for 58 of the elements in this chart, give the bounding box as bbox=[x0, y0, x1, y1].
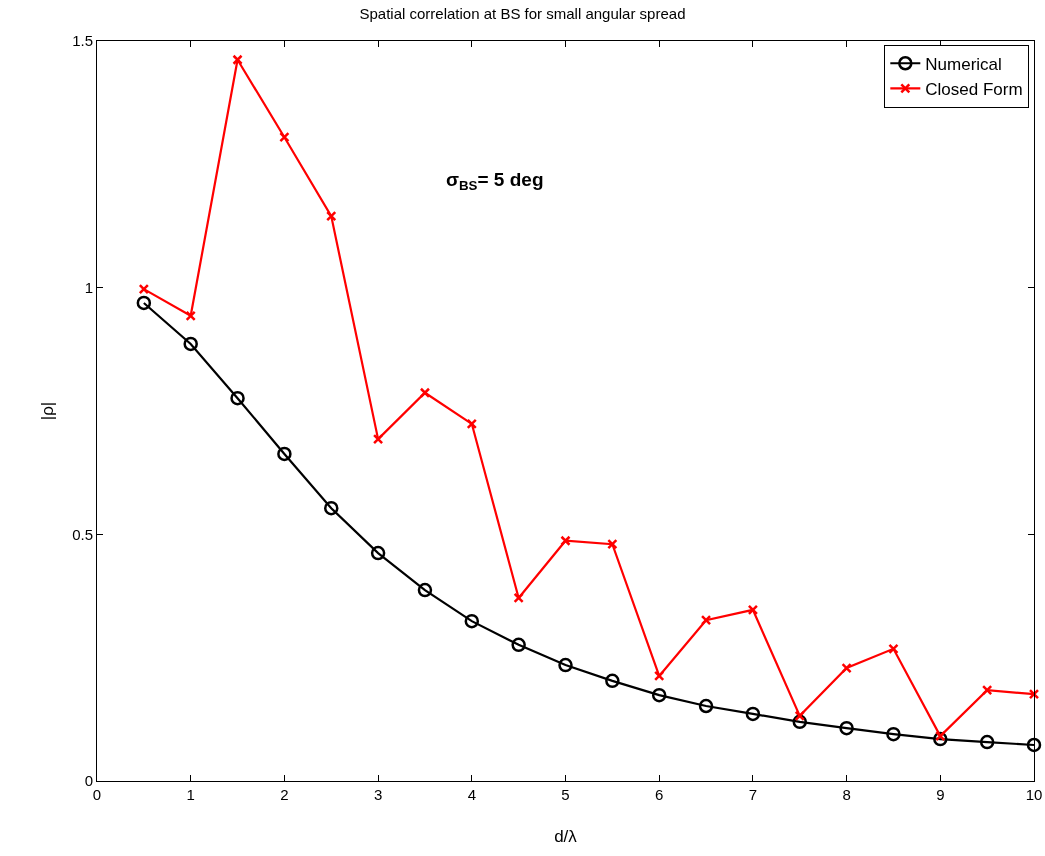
point bbox=[185, 310, 196, 322]
point bbox=[886, 726, 901, 742]
y-tick-label: 1 bbox=[84, 278, 93, 296]
point bbox=[230, 390, 245, 406]
x-tick-label: 2 bbox=[280, 786, 289, 803]
legend-label: Numerical bbox=[925, 54, 1002, 74]
legend-label: Closed Form bbox=[925, 79, 1023, 99]
point bbox=[466, 418, 478, 430]
point bbox=[370, 545, 386, 561]
point bbox=[417, 582, 433, 598]
point bbox=[981, 684, 993, 696]
annotation: σ$_{BS}$= 5 deg bbox=[446, 169, 544, 193]
point bbox=[888, 643, 899, 655]
point bbox=[277, 446, 292, 462]
point bbox=[745, 706, 761, 722]
point bbox=[979, 734, 995, 750]
point bbox=[653, 670, 665, 682]
x-tick-label: 1 bbox=[186, 786, 195, 803]
point bbox=[607, 538, 618, 550]
point bbox=[138, 283, 150, 295]
x-axis-title: d/λ bbox=[554, 827, 578, 846]
point bbox=[935, 730, 946, 742]
point bbox=[464, 613, 480, 629]
x-tick-label: 10 bbox=[1025, 786, 1043, 803]
point bbox=[1028, 688, 1040, 700]
chart-title: Spatial correlation at BS for small angular spread bbox=[359, 5, 686, 23]
x-tick-label: 8 bbox=[842, 786, 851, 803]
y-tick-label: 0 bbox=[84, 772, 93, 790]
point bbox=[232, 54, 243, 65]
x-tick-label: 3 bbox=[373, 786, 383, 803]
point bbox=[651, 687, 667, 703]
point bbox=[419, 387, 431, 398]
y-tick-label: 0.5 bbox=[72, 525, 93, 543]
y-axis-title: |ρ| bbox=[38, 401, 57, 421]
x-tick-label: 5 bbox=[561, 786, 570, 803]
point bbox=[279, 131, 290, 143]
x-tick-label: 9 bbox=[936, 786, 945, 803]
point bbox=[372, 433, 384, 445]
point bbox=[326, 210, 337, 222]
x-tick-label: 4 bbox=[467, 786, 476, 803]
point bbox=[700, 614, 712, 626]
point bbox=[605, 673, 620, 689]
x-tick-label: 7 bbox=[748, 786, 758, 803]
point bbox=[839, 720, 854, 736]
x-tick-label: 6 bbox=[655, 786, 664, 803]
point bbox=[558, 657, 573, 673]
point bbox=[183, 336, 198, 352]
point bbox=[513, 592, 524, 604]
point bbox=[698, 698, 714, 714]
y-tick-label: 1.5 bbox=[72, 32, 93, 50]
point bbox=[1026, 737, 1042, 753]
point bbox=[136, 295, 152, 311]
point bbox=[324, 500, 339, 516]
point bbox=[794, 710, 805, 722]
point bbox=[747, 604, 759, 616]
point bbox=[560, 535, 571, 546]
point bbox=[511, 637, 526, 653]
point bbox=[841, 662, 852, 674]
